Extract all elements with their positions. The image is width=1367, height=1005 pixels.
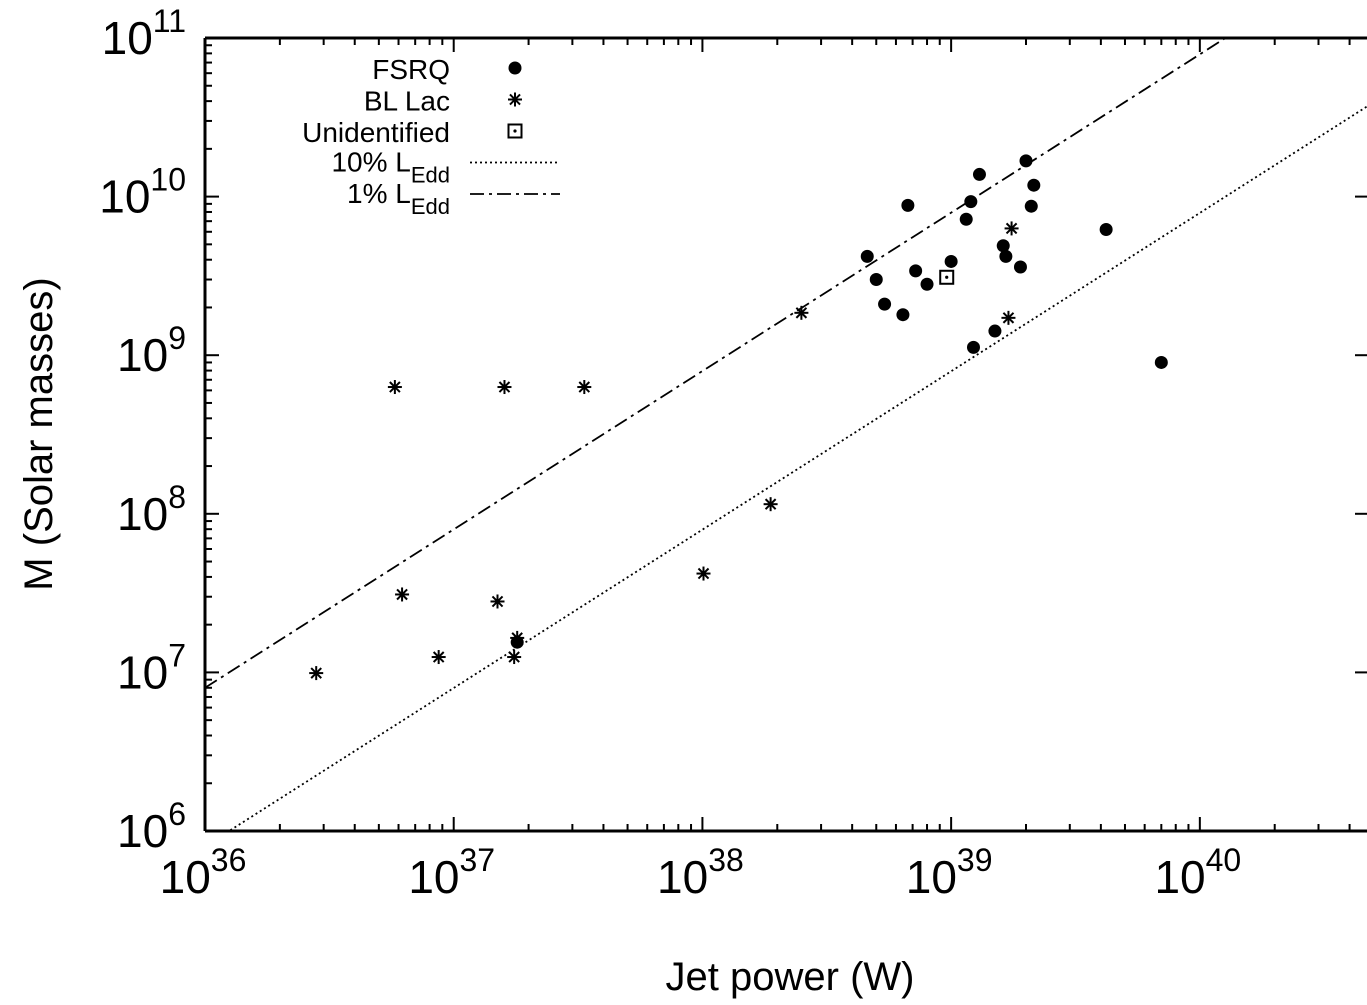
fsrq-point	[901, 199, 914, 212]
fsrq-point	[1025, 200, 1038, 213]
bl-lac-point	[510, 631, 524, 645]
bl-lac-point	[491, 594, 505, 608]
fsrq-point	[921, 278, 934, 291]
fsrq-point	[945, 255, 958, 268]
fsrq-point	[878, 298, 891, 311]
fsrq-point	[988, 325, 1001, 338]
legend-symbol-unidentified	[509, 125, 522, 138]
fsrq-point	[870, 273, 883, 286]
legend-symbol-fsrq	[509, 62, 522, 75]
y-tick-label: 107	[117, 637, 186, 698]
fsrq-point	[909, 264, 922, 277]
fsrq-point	[960, 213, 973, 226]
bl-lac-point	[432, 650, 446, 664]
bl-lac-point	[507, 650, 521, 664]
x-tick-label: 1040	[1154, 842, 1241, 903]
fsrq-point	[999, 250, 1012, 263]
fsrq-point	[896, 308, 909, 321]
fsrq-point	[1014, 260, 1027, 273]
y-tick-label: 1010	[99, 162, 186, 223]
bl-lac-point	[388, 380, 402, 394]
x-tick-label: 1037	[408, 842, 495, 903]
eddington-10pct-line	[205, 106, 1367, 846]
fsrq-point	[1100, 223, 1113, 236]
y-tick-label: 1011	[102, 3, 186, 64]
bl-lac-point	[497, 380, 511, 394]
fsrq-point	[861, 250, 874, 263]
bl-lac-point	[696, 567, 710, 581]
legend-label-bl-lac: BL Lac	[364, 86, 450, 117]
axis-ticks: 1036 1037 1038 1039 1040 106 107 108 109 1010 1011	[99, 3, 1367, 903]
fsrq-point	[1027, 179, 1040, 192]
fsrq-point	[1020, 154, 1033, 167]
legend-label-unidentified: Unidentified	[302, 117, 450, 148]
fsrq-point	[964, 195, 977, 208]
bl-lac-point	[794, 306, 808, 320]
y-tick-label: 106	[117, 796, 186, 857]
bl-lac-point	[764, 497, 778, 511]
y-tick-label: 108	[117, 479, 186, 540]
data-points	[309, 154, 1168, 680]
x-axis-label: Jet power (W)	[666, 955, 915, 999]
fsrq-point	[973, 168, 986, 181]
unidentified-point	[940, 271, 953, 284]
bl-lac-point	[577, 380, 591, 394]
bl-lac-point	[1001, 311, 1015, 325]
legend-symbol-bl-lac	[508, 93, 522, 107]
fsrq-point	[967, 341, 980, 354]
legend-label-fsrq: FSRQ	[372, 54, 450, 85]
y-axis-label: M (Solar masses)	[17, 277, 61, 590]
y-tick-label: 109	[117, 320, 186, 381]
x-tick-label: 1036	[160, 842, 247, 903]
bl-lac-point	[1005, 221, 1019, 235]
fsrq-point	[1155, 356, 1168, 369]
x-tick-label: 1039	[906, 842, 993, 903]
bl-lac-point	[309, 666, 323, 680]
bl-lac-point	[395, 587, 409, 601]
x-tick-label: 1038	[657, 842, 744, 903]
